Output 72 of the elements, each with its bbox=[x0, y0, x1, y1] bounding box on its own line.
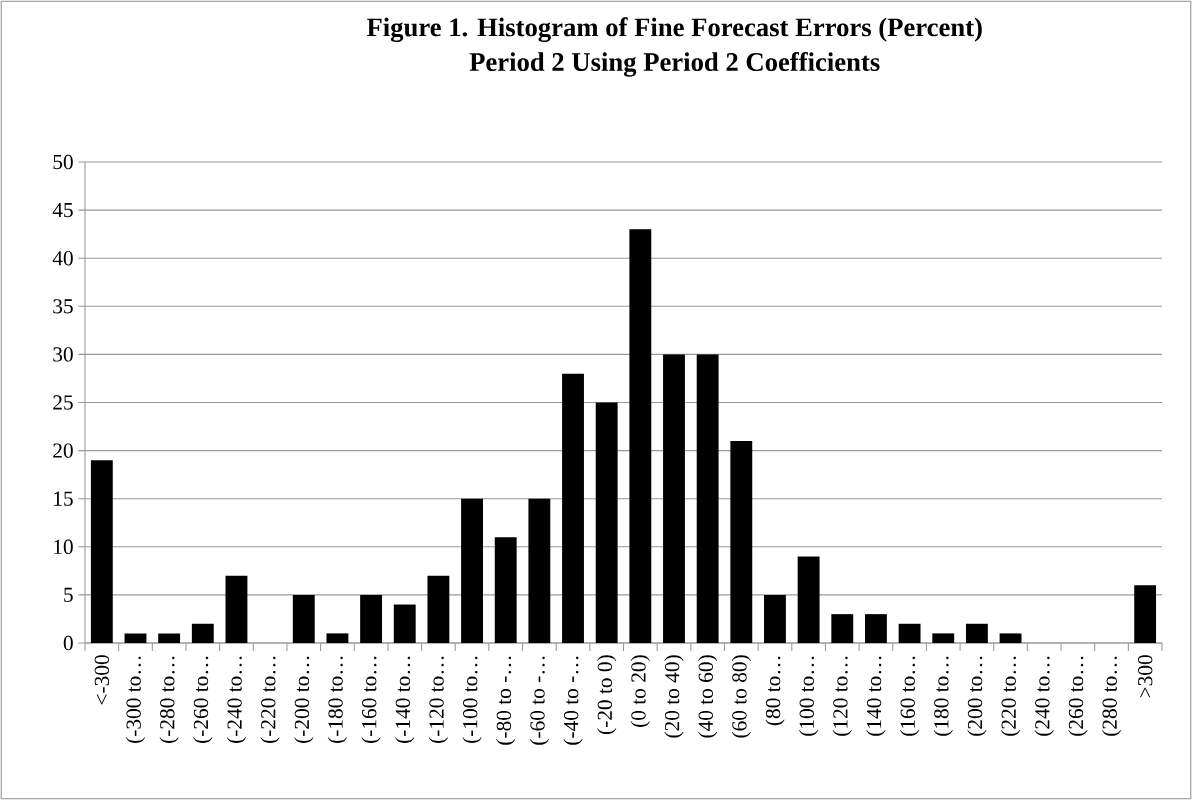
x-tick-label: (-40 to -… bbox=[563, 656, 583, 745]
x-tick-label: (160 to… bbox=[899, 656, 920, 736]
y-tick-label: 20 bbox=[53, 443, 73, 458]
bar bbox=[764, 594, 786, 643]
x-tick-label: (-300 to… bbox=[125, 656, 146, 743]
y-tick-label: 30 bbox=[53, 347, 73, 362]
x-tick-label: (180 to… bbox=[933, 656, 953, 736]
x-tick-label: >300 bbox=[1137, 655, 1153, 698]
bar bbox=[461, 498, 483, 643]
x-tick-label: (-20 to 0) bbox=[597, 655, 617, 735]
y-tick-label: 0 bbox=[63, 635, 73, 651]
bar bbox=[797, 556, 820, 643]
x-tick-label: (-240 to… bbox=[226, 656, 247, 743]
bar bbox=[1134, 585, 1157, 643]
x-tick-label: (140 to… bbox=[866, 656, 886, 736]
bar bbox=[360, 594, 383, 643]
bar bbox=[999, 633, 1022, 643]
bar bbox=[932, 633, 955, 643]
bar bbox=[730, 440, 753, 643]
x-tick-label: (-260 to… bbox=[193, 656, 213, 743]
x-tick-label: (60 to 80) bbox=[731, 655, 751, 738]
bar bbox=[427, 575, 450, 643]
x-tick-label: (40 to 60) bbox=[697, 655, 718, 738]
bar bbox=[393, 604, 416, 643]
bar bbox=[326, 633, 349, 643]
x-tick-label: (120 to… bbox=[832, 656, 852, 736]
bar bbox=[90, 460, 113, 643]
x-tick-label: (-60 to -… bbox=[529, 656, 550, 745]
bar bbox=[562, 373, 584, 643]
bar bbox=[831, 614, 854, 643]
bar bbox=[965, 623, 988, 643]
bar bbox=[528, 498, 551, 643]
bar bbox=[864, 614, 887, 643]
chart-title: Figure 1. Histogram of Fine Forecast Errors (Percent) Period 2 Using Period 2 Coefficients bbox=[366, 17, 982, 77]
x-tick-label: (240 to… bbox=[1034, 656, 1054, 736]
x-tick-label: (-80 to -… bbox=[496, 656, 516, 745]
x-tick-label: (20 to 40) bbox=[664, 655, 684, 738]
x-tick-label: (-280 to… bbox=[159, 656, 179, 743]
y-tick-label: 50 bbox=[53, 154, 73, 170]
x-tick-label: (220 to… bbox=[1000, 656, 1021, 736]
y-tick-label: 15 bbox=[54, 491, 73, 506]
x-tick-label: (-140 to… bbox=[395, 656, 415, 743]
bar bbox=[124, 633, 147, 643]
x-tick-label: (100 to… bbox=[798, 656, 819, 736]
x-tick-label: (260 to… bbox=[1068, 656, 1088, 736]
x-tick-label: (-100 to… bbox=[462, 656, 482, 743]
y-tick-label: 35 bbox=[53, 299, 73, 314]
y-tick-label: 45 bbox=[52, 202, 73, 218]
x-tick-label: (80 to… bbox=[765, 656, 785, 726]
bar bbox=[898, 623, 921, 643]
bar bbox=[595, 402, 618, 643]
x-tick-label: (-200 to… bbox=[294, 656, 314, 743]
bar bbox=[191, 623, 214, 643]
bar bbox=[663, 354, 685, 643]
x-tick-label: <-300 bbox=[94, 655, 110, 705]
bar bbox=[158, 633, 181, 643]
x-tick-label: (-180 to… bbox=[327, 656, 348, 743]
bar bbox=[494, 537, 517, 643]
bar bbox=[629, 229, 652, 643]
x-tick-label: (0 to 20) bbox=[630, 655, 650, 727]
bar bbox=[225, 575, 248, 643]
y-tick-label: 25 bbox=[53, 395, 73, 410]
y-tick-label: 10 bbox=[54, 539, 73, 554]
x-tick-label: (-220 to… bbox=[260, 656, 280, 743]
y-tick-label: 40 bbox=[52, 251, 73, 266]
x-tick-label: (-120 to… bbox=[428, 656, 449, 743]
bar bbox=[696, 354, 719, 643]
x-tick-label: (280 to… bbox=[1101, 656, 1122, 736]
y-tick-label: 5 bbox=[64, 587, 73, 602]
bar bbox=[292, 594, 315, 643]
x-tick-label: (200 to… bbox=[967, 656, 987, 736]
x-tick-label: (-160 to… bbox=[361, 656, 381, 743]
